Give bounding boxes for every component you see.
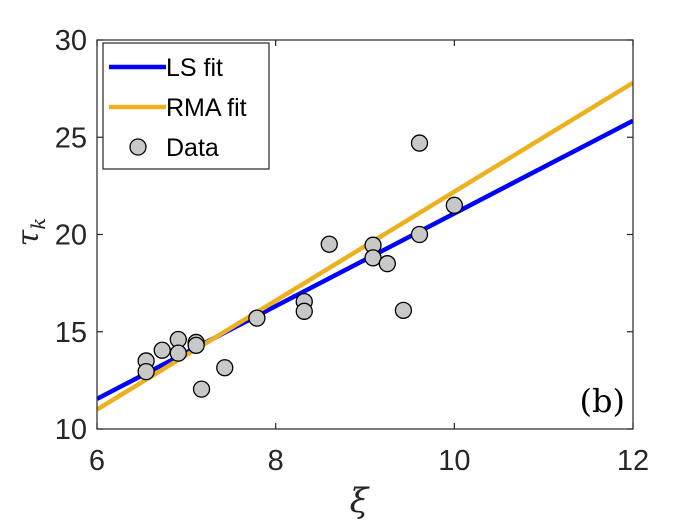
x-tick-label: 8 [268, 445, 284, 477]
y-axis-label-subscript: k [26, 218, 50, 230]
y-tick-label: 20 [55, 220, 87, 252]
y-axis-label-group: τk [11, 218, 50, 247]
x-axis-label: ξ [350, 481, 371, 521]
data-point [216, 359, 234, 377]
x-tick-label: 6 [89, 445, 105, 477]
axes: 6 8 10 12 10 15 20 25 30 [55, 25, 649, 477]
x-tick-label: 10 [438, 445, 470, 477]
data-point [445, 196, 463, 214]
y-tick-label: 10 [55, 414, 87, 446]
legend-swatch-data [129, 138, 147, 156]
data-point [410, 134, 429, 152]
y-tick-label: 15 [55, 317, 87, 349]
data-point [153, 341, 171, 359]
data-point [192, 380, 211, 398]
y-axis-label: τ [11, 229, 46, 246]
panel-label: (b) [580, 382, 625, 420]
data-point [364, 249, 382, 267]
y-tick-label: 25 [55, 122, 87, 154]
series-layer [97, 80, 633, 412]
legend-label-rma-fit: RMA fit [166, 94, 247, 122]
legend: LS fit RMA fit Data [102, 42, 270, 170]
data-point [137, 362, 155, 381]
x-tick-label: 12 [617, 445, 649, 477]
data-point [169, 344, 187, 362]
data-point [187, 336, 205, 355]
y-tick-label: 30 [55, 25, 87, 57]
legend-label-data: Data [166, 134, 219, 162]
svg-text:τk: τk [11, 218, 50, 247]
data-point [394, 301, 413, 320]
data-point [248, 309, 266, 327]
legend-label-ls-fit: LS fit [166, 54, 223, 82]
data-point [295, 302, 313, 320]
data-point [320, 235, 338, 253]
data-point [378, 255, 396, 273]
data-point [410, 225, 429, 244]
